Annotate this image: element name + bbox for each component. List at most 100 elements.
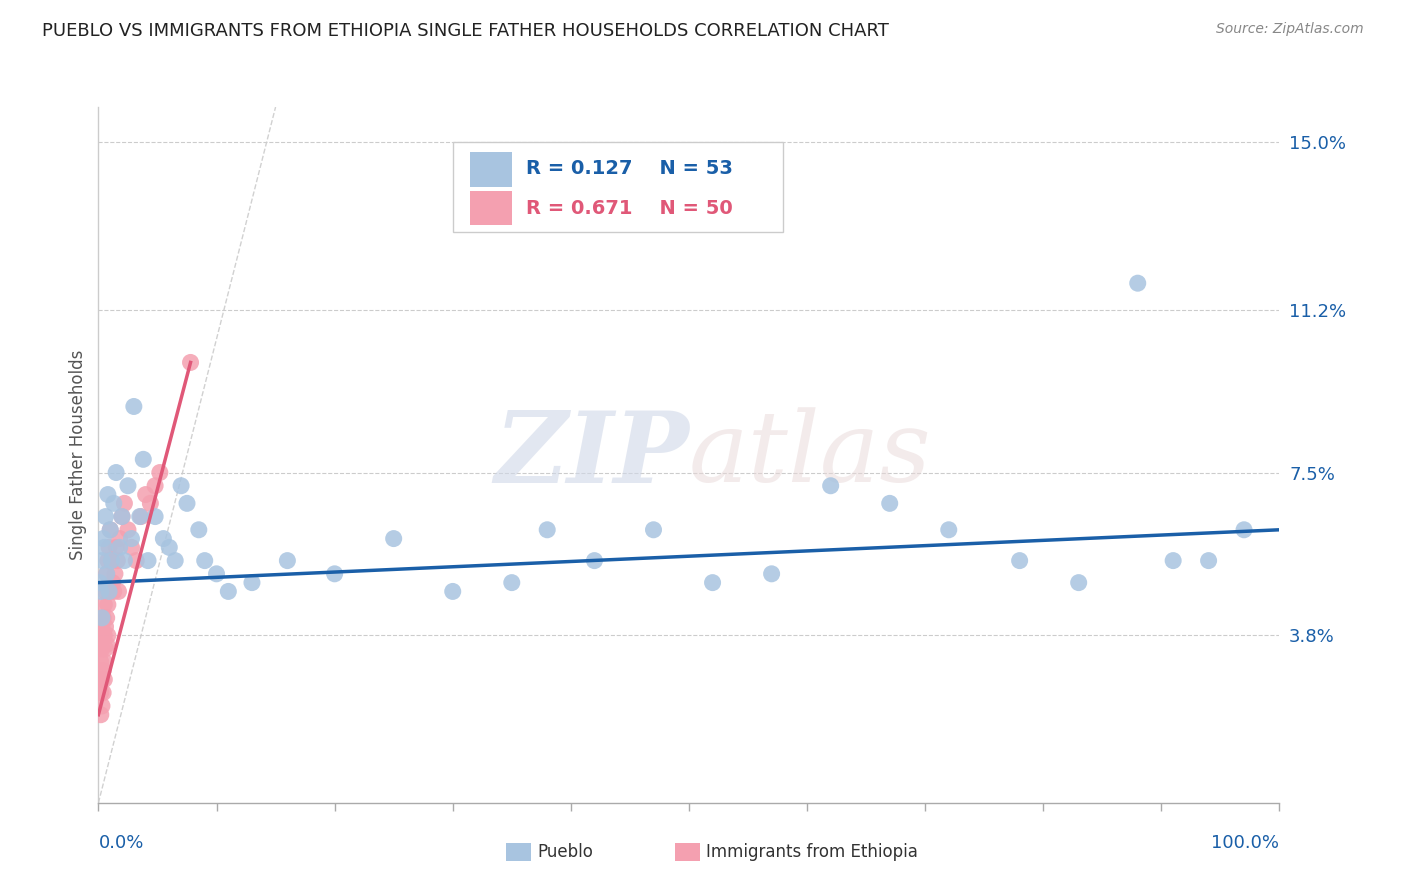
Point <box>441 584 464 599</box>
Point <box>91 611 114 625</box>
Point <box>128 509 150 524</box>
Point <box>125 553 148 567</box>
Point <box>205 566 228 581</box>
Point <box>105 553 128 567</box>
Point <box>1008 553 1031 567</box>
Point <box>643 523 665 537</box>
Point <box>91 686 114 700</box>
Point <box>108 541 131 555</box>
Point <box>100 553 122 567</box>
Point <box>93 598 115 612</box>
Point <box>583 553 606 567</box>
Point <box>111 509 134 524</box>
Point <box>157 541 180 555</box>
Point <box>93 628 115 642</box>
Point <box>1161 553 1184 567</box>
Point <box>112 496 135 510</box>
Point <box>90 686 112 700</box>
Point <box>180 355 202 369</box>
Point <box>89 575 111 590</box>
Point <box>121 541 143 555</box>
Point <box>176 496 198 510</box>
Point <box>90 584 112 599</box>
Point <box>103 496 125 510</box>
Point <box>93 655 115 669</box>
Point <box>105 541 128 555</box>
Point <box>170 479 193 493</box>
Point <box>217 584 239 599</box>
Point <box>100 553 122 567</box>
Point <box>1126 276 1149 290</box>
Text: ZIP: ZIP <box>494 407 689 503</box>
Point <box>101 575 124 590</box>
Text: R = 0.127    N = 53: R = 0.127 N = 53 <box>526 159 733 178</box>
Point <box>149 466 172 480</box>
Point <box>536 523 558 537</box>
Point <box>97 487 120 501</box>
Point <box>702 575 724 590</box>
Point <box>240 575 263 590</box>
Point <box>98 584 121 599</box>
Point <box>104 566 127 581</box>
Y-axis label: Single Father Households: Single Father Households <box>69 350 87 560</box>
Point <box>139 496 162 510</box>
Point <box>89 673 111 687</box>
Point <box>122 400 145 414</box>
Point <box>194 553 217 567</box>
Point <box>90 628 112 642</box>
Point <box>90 707 112 722</box>
Point <box>276 553 298 567</box>
Point <box>91 628 114 642</box>
Point <box>94 620 117 634</box>
Point <box>96 566 118 581</box>
Bar <box>471 153 512 187</box>
Point <box>117 523 139 537</box>
FancyBboxPatch shape <box>453 142 783 232</box>
Point <box>98 523 121 537</box>
Point <box>761 566 783 581</box>
Text: Immigrants from Ethiopia: Immigrants from Ethiopia <box>706 843 918 861</box>
Point <box>112 553 135 567</box>
Point <box>117 479 139 493</box>
Point <box>90 655 112 669</box>
Point <box>96 611 118 625</box>
Point <box>96 637 118 651</box>
Point <box>135 487 157 501</box>
Point <box>89 641 111 656</box>
Point <box>97 553 120 567</box>
Point <box>143 479 166 493</box>
Point <box>165 553 187 567</box>
Point <box>1233 523 1256 537</box>
Point <box>121 532 143 546</box>
Text: Source: ZipAtlas.com: Source: ZipAtlas.com <box>1216 22 1364 37</box>
Point <box>107 584 129 599</box>
Point <box>108 532 131 546</box>
Text: Pueblo: Pueblo <box>537 843 593 861</box>
Point <box>91 620 114 634</box>
Point <box>98 541 121 555</box>
Point <box>382 532 405 546</box>
Point <box>879 496 901 510</box>
Point <box>152 532 174 546</box>
Point <box>91 673 114 687</box>
Point <box>91 664 114 678</box>
Point <box>136 553 159 567</box>
Point <box>91 611 114 625</box>
Bar <box>471 191 512 226</box>
Text: R = 0.671    N = 50: R = 0.671 N = 50 <box>526 199 733 218</box>
Point <box>91 532 114 546</box>
Point <box>501 575 523 590</box>
Point <box>143 509 166 524</box>
Text: PUEBLO VS IMMIGRANTS FROM ETHIOPIA SINGLE FATHER HOUSEHOLDS CORRELATION CHART: PUEBLO VS IMMIGRANTS FROM ETHIOPIA SINGL… <box>42 22 889 40</box>
Point <box>94 509 117 524</box>
Point <box>105 466 128 480</box>
Text: 0.0%: 0.0% <box>98 834 143 852</box>
Text: 100.0%: 100.0% <box>1212 834 1279 852</box>
Point <box>938 523 960 537</box>
Point <box>111 509 134 524</box>
Point <box>94 584 117 599</box>
Point <box>97 598 120 612</box>
Point <box>323 566 346 581</box>
Text: atlas: atlas <box>689 408 932 502</box>
Point <box>187 523 209 537</box>
